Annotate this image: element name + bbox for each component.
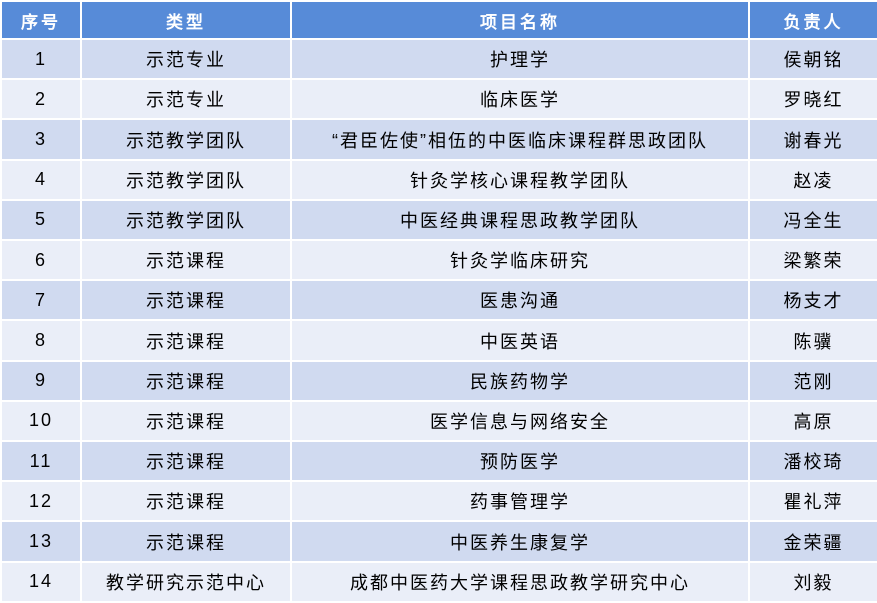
- cell-name: 医学信息与网络安全: [292, 401, 748, 441]
- cell-owner: 潘校琦: [750, 442, 877, 481]
- cell-name: 中医养生康复学: [292, 522, 748, 561]
- table-row: 11 示范课程 预防医学 潘校琦: [2, 442, 877, 481]
- cell-owner: 高原: [750, 401, 877, 441]
- cell-owner: 金荣疆: [750, 522, 877, 561]
- table-row: 14 教学研究示范中心 成都中医药大学课程思政教学研究中心 刘毅: [2, 562, 877, 601]
- cell-index: 3: [2, 120, 80, 159]
- table-row: 10 示范课程 医学信息与网络安全 高原: [2, 401, 877, 441]
- cell-owner: 梁繁荣: [750, 241, 877, 280]
- cell-owner: 陈骥: [750, 321, 877, 360]
- cell-index: 7: [2, 281, 80, 320]
- cell-name: 中医英语: [292, 321, 748, 360]
- table-row: 3 示范教学团队 “君臣佐使”相伍的中医临床课程群思政团队 谢春光: [2, 120, 877, 159]
- table-row: 8 示范课程 中医英语 陈骥: [2, 321, 877, 360]
- cell-index: 1: [2, 40, 80, 79]
- cell-type: 示范课程: [82, 241, 290, 280]
- cell-name: 民族药物学: [292, 361, 748, 400]
- table-row: 4 示范教学团队 针灸学核心课程教学团队 赵凌: [2, 160, 877, 199]
- cell-type: 示范教学团队: [82, 120, 290, 159]
- cell-index: 5: [2, 200, 80, 240]
- table-row: 9 示范课程 民族药物学 范刚: [2, 361, 877, 400]
- cell-index: 11: [2, 442, 80, 481]
- table-row: 2 示范专业 临床医学 罗晓红: [2, 80, 877, 119]
- cell-type: 示范教学团队: [82, 160, 290, 199]
- cell-type: 示范专业: [82, 40, 290, 79]
- cell-index: 13: [2, 522, 80, 561]
- cell-type: 示范教学团队: [82, 200, 290, 240]
- cell-name: 成都中医药大学课程思政教学研究中心: [292, 562, 748, 601]
- cell-name: 预防医学: [292, 442, 748, 481]
- column-header-index: 序号: [2, 2, 80, 38]
- cell-name: 护理学: [292, 40, 748, 79]
- cell-type: 示范课程: [82, 361, 290, 400]
- table-row: 5 示范教学团队 中医经典课程思政教学团队 冯全生: [2, 200, 877, 240]
- cell-name: 医患沟通: [292, 281, 748, 320]
- table-row: 6 示范课程 针灸学临床研究 梁繁荣: [2, 241, 877, 280]
- cell-index: 12: [2, 482, 80, 521]
- cell-name: 针灸学临床研究: [292, 241, 748, 280]
- cell-name: 针灸学核心课程教学团队: [292, 160, 748, 199]
- cell-index: 9: [2, 361, 80, 400]
- cell-index: 14: [2, 562, 80, 601]
- cell-index: 6: [2, 241, 80, 280]
- cell-type: 示范课程: [82, 321, 290, 360]
- column-header-name: 项目名称: [292, 2, 748, 38]
- cell-owner: 冯全生: [750, 200, 877, 240]
- cell-type: 示范课程: [82, 442, 290, 481]
- cell-type: 示范课程: [82, 281, 290, 320]
- column-header-owner: 负责人: [750, 2, 877, 38]
- cell-type: 示范课程: [82, 522, 290, 561]
- cell-owner: 谢春光: [750, 120, 877, 159]
- cell-type: 示范课程: [82, 401, 290, 441]
- table-row: 7 示范课程 医患沟通 杨支才: [2, 281, 877, 320]
- table-row: 13 示范课程 中医养生康复学 金荣疆: [2, 522, 877, 561]
- cell-owner: 赵凌: [750, 160, 877, 199]
- cell-name: 中医经典课程思政教学团队: [292, 200, 748, 240]
- table-body: 1 示范专业 护理学 侯朝铭 2 示范专业 临床医学 罗晓红 3 示范教学团队 “君臣佐使”相伍的中…: [2, 40, 877, 601]
- cell-owner: 范刚: [750, 361, 877, 400]
- cell-owner: 罗晓红: [750, 80, 877, 119]
- cell-index: 2: [2, 80, 80, 119]
- table-row: 1 示范专业 护理学 侯朝铭: [2, 40, 877, 79]
- cell-name: 临床医学: [292, 80, 748, 119]
- cell-type: 示范专业: [82, 80, 290, 119]
- cell-name: “君臣佐使”相伍的中医临床课程群思政团队: [292, 120, 748, 159]
- cell-owner: 侯朝铭: [750, 40, 877, 79]
- cell-owner: 瞿礼萍: [750, 482, 877, 521]
- cell-owner: 杨支才: [750, 281, 877, 320]
- column-header-type: 类型: [82, 2, 290, 38]
- cell-type: 示范课程: [82, 482, 290, 521]
- header-row: 序号 类型 项目名称 负责人: [2, 2, 877, 38]
- cell-index: 10: [2, 401, 80, 441]
- table-row: 12 示范课程 药事管理学 瞿礼萍: [2, 482, 877, 521]
- cell-index: 8: [2, 321, 80, 360]
- cell-name: 药事管理学: [292, 482, 748, 521]
- cell-owner: 刘毅: [750, 562, 877, 601]
- cell-type: 教学研究示范中心: [82, 562, 290, 601]
- cell-index: 4: [2, 160, 80, 199]
